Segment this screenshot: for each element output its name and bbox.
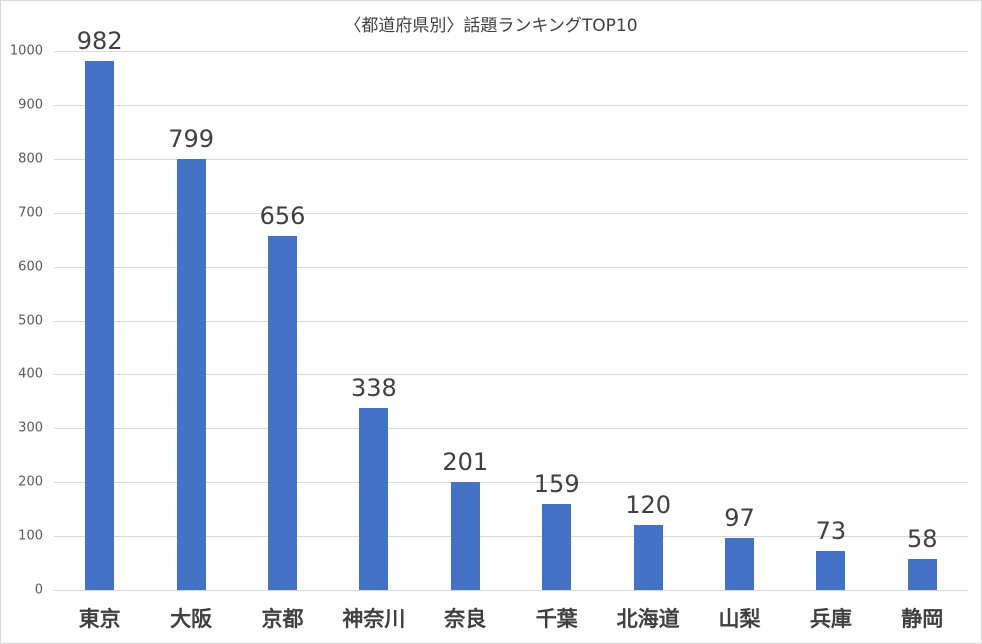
y-tick-label: 300	[18, 420, 43, 436]
y-tick-label: 200	[18, 474, 43, 490]
x-category-label: 千葉	[535, 607, 578, 631]
gridline	[54, 590, 968, 591]
data-label: 73	[815, 516, 847, 545]
data-label: 159	[533, 470, 580, 499]
y-tick-label: 900	[18, 97, 43, 113]
y-tick-label: 700	[18, 205, 43, 221]
y-tick-label: 400	[18, 366, 43, 382]
y-tick-label: 0	[34, 582, 43, 598]
data-label: 201	[442, 447, 489, 476]
bar	[176, 159, 206, 590]
gridline	[54, 428, 968, 429]
bar	[268, 236, 297, 590]
bar	[907, 558, 937, 590]
x-category-label: 静岡	[901, 607, 944, 631]
y-tick-label: 100	[18, 528, 43, 544]
x-category-label: 山梨	[718, 607, 761, 631]
x-category-label: 兵庫	[809, 607, 852, 631]
data-label: 982	[76, 26, 123, 55]
gridline	[54, 267, 968, 268]
data-label: 656	[259, 202, 306, 231]
gridline	[54, 536, 968, 537]
chart-title: 〈都道府県別〉話題ランキングTOP10	[344, 16, 638, 36]
x-category-label: 京都	[261, 607, 304, 631]
bar	[450, 481, 480, 590]
x-category-label: 神奈川	[342, 607, 406, 631]
gridline	[54, 213, 968, 214]
data-label: 120	[625, 491, 671, 520]
y-tick-label: 1000	[9, 43, 43, 59]
bar	[542, 504, 572, 590]
plot-area: 982 799 656 338 201 159 120 97 73 58	[54, 27, 968, 591]
data-label: 97	[724, 503, 755, 532]
bar	[816, 550, 846, 590]
gridline	[54, 482, 968, 483]
data-label: 799	[168, 125, 214, 154]
x-category-label: 北海道	[616, 607, 680, 631]
bar	[725, 537, 754, 590]
x-category-label: 東京	[78, 607, 121, 631]
gridline	[54, 105, 968, 106]
y-tick-label: 600	[18, 259, 43, 275]
gridline	[54, 374, 968, 375]
y-tick-label: 800	[18, 151, 43, 167]
bar	[633, 525, 663, 590]
x-category-label: 大阪	[170, 607, 213, 631]
x-category-label: 奈良	[444, 607, 487, 631]
gridline	[54, 321, 968, 322]
gridline	[54, 159, 968, 160]
data-label: 338	[350, 373, 397, 402]
bar	[359, 407, 389, 590]
gridline	[54, 51, 968, 52]
y-tick-label: 500	[18, 313, 43, 328]
bar	[85, 60, 115, 590]
data-label: 58	[907, 524, 938, 553]
